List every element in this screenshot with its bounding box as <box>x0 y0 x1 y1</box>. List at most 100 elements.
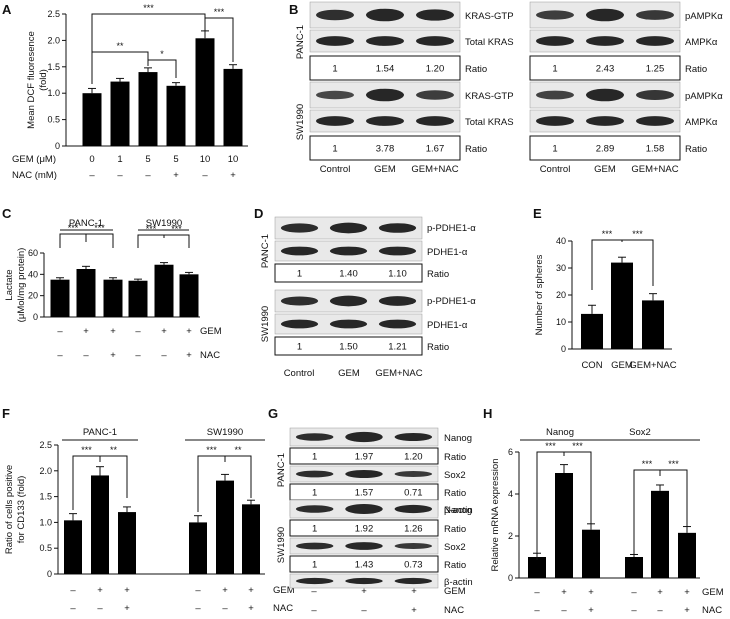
ratio-value: 1.25 <box>646 64 665 75</box>
ratio-value: 1.21 <box>388 342 407 353</box>
lane-label: Control <box>540 164 571 175</box>
group-label: Nanog <box>546 427 574 438</box>
ratio-value: 1 <box>552 144 557 155</box>
condition-value: + <box>97 585 103 596</box>
blot-band <box>329 319 368 329</box>
significance-label: *** <box>545 441 556 451</box>
significance-bracket <box>137 234 165 248</box>
blot-band <box>295 433 334 441</box>
bar <box>64 520 82 574</box>
blot-band <box>345 469 383 479</box>
ratio-value: 2.43 <box>596 64 615 75</box>
blot-row-label: AMPKα <box>685 117 718 128</box>
condition-value: + <box>361 586 367 597</box>
condition-label: GEM <box>273 585 295 596</box>
y-tick-label: 0 <box>33 312 38 322</box>
group-label: Sox2 <box>629 427 651 438</box>
condition-value: 10 <box>228 154 239 165</box>
blot-band <box>394 432 433 442</box>
blot-band <box>586 116 624 126</box>
ratio-value: 1 <box>552 64 557 75</box>
blot-band <box>280 296 319 306</box>
condition-value: + <box>83 326 89 337</box>
panel-letter-a: A <box>2 2 12 17</box>
condition-value: + <box>124 603 130 614</box>
ratio-value: 1.54 <box>376 64 395 75</box>
ratio-value: 0.73 <box>404 560 423 571</box>
condition-value: – <box>135 350 141 361</box>
ratio-value: 0.71 <box>404 488 423 499</box>
condition-value: – <box>222 603 228 614</box>
blot-band <box>295 542 334 550</box>
ratio-box <box>289 519 439 537</box>
blot-row-label: Ratio <box>685 144 707 155</box>
ratio-box <box>309 135 461 161</box>
y-tick-label: 10 <box>556 317 566 327</box>
bar <box>223 68 243 146</box>
condition-value: – <box>534 587 540 598</box>
y-tick-label: 2.0 <box>39 466 52 476</box>
blot-row-label: β-actin <box>444 577 473 588</box>
bar <box>242 504 260 574</box>
blot-band <box>345 577 383 585</box>
blot-band <box>280 319 319 329</box>
condition-value: + <box>588 605 594 616</box>
condition-value: + <box>161 326 167 337</box>
y-tick-label: 1.5 <box>47 62 60 72</box>
blot-band <box>316 116 354 126</box>
blot-row-label: p-PDHE1-α <box>427 223 476 234</box>
significance-label: ** <box>116 41 124 51</box>
ratio-value: 1 <box>312 488 317 499</box>
blot-band <box>378 246 417 256</box>
blot-band <box>316 90 354 100</box>
y-tick-label: 0 <box>561 344 566 354</box>
condition-value: – <box>657 605 663 616</box>
condition-value: – <box>631 587 637 598</box>
blot-row-label: Ratio <box>465 64 487 75</box>
lane-label: GEM+NAC <box>411 164 458 175</box>
significance-bracket <box>59 233 87 248</box>
condition-value: + <box>110 350 116 361</box>
blot-row-label: β-actin <box>444 505 473 516</box>
lane-label: GEM <box>594 164 616 175</box>
ratio-value: 1.40 <box>339 269 358 280</box>
blot-band <box>416 90 454 100</box>
blot-band <box>394 577 433 585</box>
blot-row-label: Ratio <box>427 342 449 353</box>
condition-value: 0 <box>89 154 94 165</box>
blot-band <box>280 246 319 256</box>
condition-value: – <box>202 170 208 181</box>
cell-line-label: PANC-1 <box>276 453 287 487</box>
condition-label: NAC <box>273 603 293 614</box>
condition-label: NAC <box>444 605 464 616</box>
significance-label: *** <box>642 459 653 469</box>
condition-value: + <box>657 587 663 598</box>
bar <box>189 522 207 574</box>
bar <box>555 473 573 578</box>
lane-label: GEM+NAC <box>631 164 678 175</box>
blot-band <box>394 504 433 514</box>
significance-bracket <box>99 455 128 498</box>
condition-label: GEM <box>200 326 222 337</box>
bar <box>678 532 696 578</box>
significance-bracket <box>204 17 234 62</box>
y-tick-label: 30 <box>556 263 566 273</box>
panel-letter-g: G <box>268 406 278 421</box>
bar <box>103 279 123 317</box>
blot-row-label: PDHE1-α <box>427 247 468 258</box>
y-tick-label: 2 <box>508 531 513 541</box>
lane-label: GEM <box>374 164 396 175</box>
lane-label: Control <box>320 164 351 175</box>
condition-label: GEM <box>702 587 724 598</box>
bar <box>625 557 643 578</box>
blot-band <box>394 471 433 477</box>
y-tick-label: 0 <box>508 573 513 583</box>
ratio-value: 1 <box>312 524 317 535</box>
blot-band <box>366 36 404 46</box>
bar <box>216 480 234 574</box>
category-label: GEM+NAC <box>629 360 676 371</box>
significance-label: *** <box>94 223 105 233</box>
bar <box>128 280 148 317</box>
condition-value: + <box>684 605 690 616</box>
condition-value: – <box>361 605 367 616</box>
